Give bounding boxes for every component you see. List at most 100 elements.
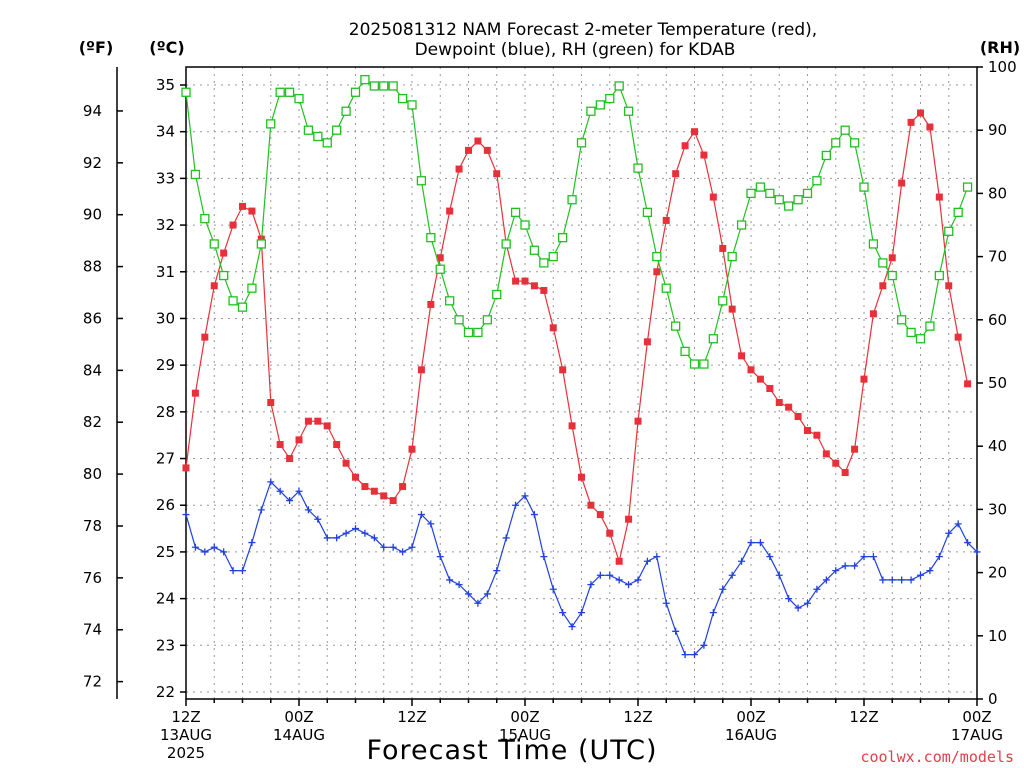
temperature-point	[804, 427, 811, 435]
x-tick-label: 00Z	[736, 708, 765, 726]
dewpoint-point	[333, 534, 341, 542]
rh-point	[784, 201, 794, 211]
temperature-point	[662, 216, 670, 224]
fahrenheit-tick-label: 88	[83, 258, 102, 276]
temperature-point	[295, 436, 303, 444]
temperature-point	[917, 109, 924, 117]
temperature-point	[813, 431, 821, 439]
temperature-point	[568, 422, 576, 430]
rh-point	[605, 93, 615, 104]
temperature-point	[625, 515, 633, 523]
dewpoint-point	[719, 585, 727, 593]
dewpoint-point	[954, 520, 962, 528]
rh-point	[200, 214, 210, 224]
chart-title-line-2: Dewpoint (blue), RH (green) for KDAB	[415, 40, 736, 60]
temperature-point	[606, 529, 614, 537]
temperature-point	[333, 441, 341, 449]
rh-point	[831, 138, 841, 148]
rh-point	[266, 119, 276, 129]
dewpoint-point	[380, 543, 388, 551]
temperature-point	[879, 282, 887, 290]
rh-point	[821, 150, 831, 161]
rh-point	[284, 87, 295, 97]
temperature-point	[210, 282, 218, 290]
rh-point	[360, 74, 370, 85]
dewpoint-point	[191, 543, 199, 551]
rh-point	[812, 176, 822, 186]
dewpoint-point	[257, 506, 265, 514]
rh-point	[736, 220, 747, 230]
dewpoint-point	[465, 590, 472, 598]
temperature-point	[578, 473, 585, 481]
dewpoint-point	[841, 562, 849, 570]
series-dewpoint	[182, 478, 981, 659]
celsius-tick-label: 28	[156, 403, 175, 421]
temperature-point	[323, 422, 331, 430]
x-tick-label: 17AUG	[951, 726, 1003, 744]
fahrenheit-tick-label: 84	[83, 361, 102, 379]
rh-point	[765, 188, 775, 199]
celsius-tick-label: 27	[156, 450, 175, 468]
temperature-point	[399, 483, 407, 491]
rh-point	[934, 270, 944, 281]
x-tick-label: 00Z	[510, 708, 539, 726]
dewpoint-point	[625, 581, 633, 589]
dewpoint-point	[700, 641, 708, 649]
dewpoint-point	[964, 539, 972, 547]
temperature-point	[709, 193, 717, 201]
rh-point	[925, 321, 935, 331]
rh-point	[407, 100, 417, 110]
celsius-tick-label: 24	[156, 590, 175, 608]
rh-point	[445, 296, 455, 306]
celsius-tick-label: 32	[156, 216, 175, 234]
temperature-point	[493, 170, 501, 178]
temperature-point	[389, 497, 397, 505]
temperature-point	[248, 207, 256, 215]
dewpoint-point	[643, 557, 651, 565]
rh-point	[454, 315, 464, 325]
rh-point	[718, 296, 728, 306]
dewpoint-point	[869, 553, 877, 561]
dewpoint-point	[738, 557, 746, 565]
temperature-point	[427, 300, 435, 308]
dewpoint-point	[201, 548, 209, 556]
dewpoint-point	[323, 534, 331, 542]
dewpoint-point	[182, 511, 190, 519]
dewpoint-point	[314, 515, 322, 523]
temperature-point	[926, 123, 934, 131]
dewpoint-point	[361, 529, 369, 537]
dewpoint-point	[304, 506, 312, 514]
dewpoint-point	[483, 590, 491, 598]
celsius-tick-label: 33	[156, 169, 175, 187]
fahrenheit-tick-label: 94	[83, 102, 102, 120]
tick-labels: 22 23 24 25 26 27 28 29 30 31 32 33 34 35 72 74 76 78 80 82…	[83, 58, 1017, 762]
temperature-point	[860, 375, 868, 383]
dewpoint-point	[728, 571, 736, 579]
rh-point	[915, 334, 926, 344]
celsius-tick-label: 30	[156, 309, 175, 327]
x-axis-title: Forecast Time (UTC)	[366, 735, 657, 766]
temperature-point	[446, 207, 454, 215]
temperature-point	[314, 417, 322, 425]
dewpoint-point	[474, 599, 482, 607]
rh-point	[708, 334, 718, 344]
rh-point	[586, 106, 596, 116]
x-tick-label: 12Z	[171, 708, 200, 726]
temperature-point	[276, 441, 284, 449]
temperature-point	[615, 557, 623, 565]
temperature-point	[474, 137, 482, 145]
rh-point	[520, 220, 530, 230]
fahrenheit-tick-label: 74	[83, 621, 102, 639]
rh-point	[209, 239, 219, 249]
rh-point	[256, 239, 266, 249]
rh-point	[510, 207, 521, 218]
dewpoint-point	[399, 548, 407, 556]
rh-point	[397, 93, 408, 104]
temperature-point	[841, 469, 849, 477]
dewpoint-point	[267, 478, 275, 486]
rh-point	[793, 195, 803, 205]
temperature-point	[653, 268, 661, 276]
dewpoint-point	[568, 623, 576, 631]
dewpoint-point	[681, 651, 689, 659]
